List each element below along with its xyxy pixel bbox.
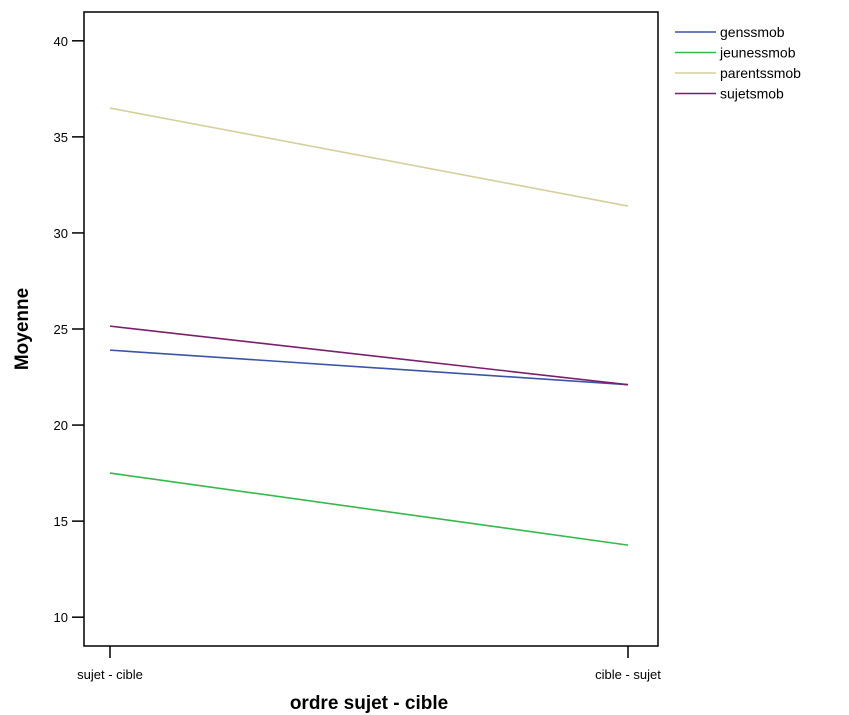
x-axis: sujet - cible cible - sujet bbox=[77, 646, 661, 682]
legend-label: parentssmob bbox=[720, 65, 801, 81]
y-axis-title: Moyenne bbox=[12, 288, 33, 370]
y-tick-label: 35 bbox=[54, 130, 68, 145]
series-lines bbox=[109, 107, 629, 546]
y-tick-label: 10 bbox=[54, 610, 68, 625]
y-tick-label: 20 bbox=[54, 418, 68, 433]
series-line-jeunessmob bbox=[109, 472, 629, 546]
series-line-sujetsmob bbox=[109, 325, 629, 386]
y-tick-label: 40 bbox=[54, 34, 68, 49]
legend-label: jeunessmob bbox=[719, 45, 796, 61]
series-line-parentssmob bbox=[109, 107, 629, 207]
x-axis-title: ordre sujet - cible bbox=[290, 693, 448, 714]
x-tick-label: cible - sujet bbox=[595, 667, 661, 682]
legend: genssmob jeunessmob parentssmob sujetsmob bbox=[675, 24, 801, 102]
y-axis: 10 15 20 25 30 35 40 bbox=[54, 34, 84, 625]
y-tick-label: 25 bbox=[54, 322, 68, 337]
legend-label: genssmob bbox=[720, 24, 785, 40]
legend-label: sujetsmob bbox=[720, 86, 784, 102]
x-tick-label: sujet - cible bbox=[77, 667, 143, 682]
plot-frame bbox=[83, 11, 659, 647]
y-tick-label: 15 bbox=[54, 514, 68, 529]
series-line-genssmob bbox=[109, 349, 629, 386]
y-tick-label: 30 bbox=[54, 226, 68, 241]
